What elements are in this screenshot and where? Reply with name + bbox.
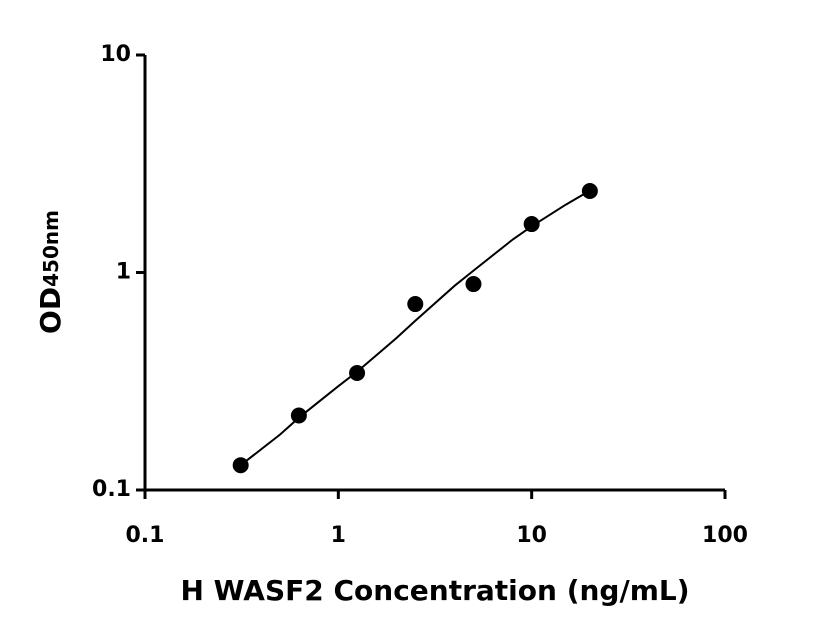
y-axis-label-sub: 450nm <box>39 210 63 287</box>
data-point <box>290 407 307 424</box>
data-point <box>465 276 482 293</box>
x-tick-label: 0.1 <box>126 523 165 548</box>
y-tick-label: 10 <box>100 42 131 67</box>
y-axis-label: OD450nm <box>34 210 67 334</box>
fit-curve <box>240 189 591 466</box>
y-tick-label: 0.1 <box>92 477 131 502</box>
data-point <box>232 457 249 474</box>
x-tick-label: 10 <box>516 523 547 548</box>
x-axis-label: H WASF2 Concentration (ng/mL) <box>180 574 689 607</box>
data-point <box>581 182 598 199</box>
data-point <box>349 365 366 382</box>
data-point <box>407 296 424 313</box>
x-tick-label: 1 <box>331 523 346 548</box>
y-tick-label: 1 <box>116 260 131 285</box>
y-axis-label-main: OD <box>34 287 67 334</box>
x-tick-label: 100 <box>702 523 748 548</box>
data-point <box>523 216 540 233</box>
